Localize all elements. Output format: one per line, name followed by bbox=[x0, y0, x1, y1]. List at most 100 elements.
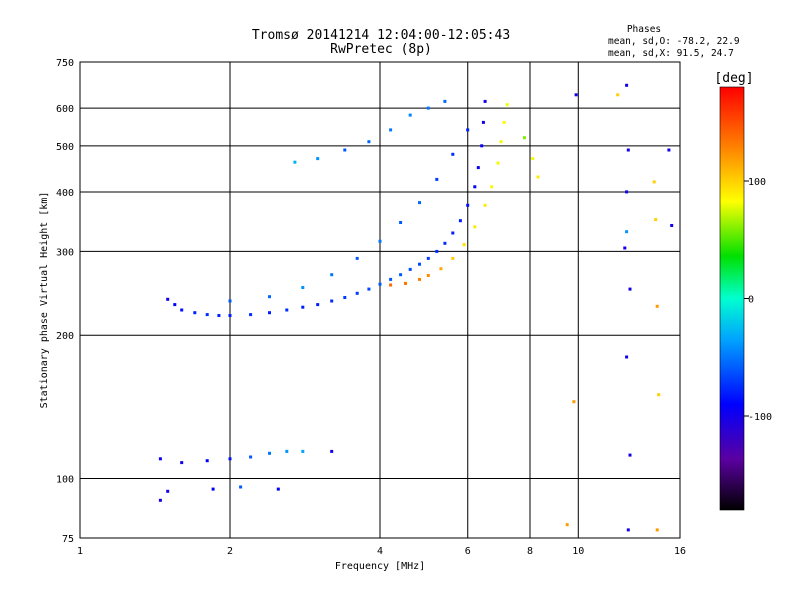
data-point bbox=[483, 99, 487, 103]
colorbar-label: [deg] bbox=[714, 71, 753, 86]
data-point bbox=[473, 185, 477, 189]
data-point bbox=[426, 106, 430, 110]
colorbar-ticks: 100 0 -100 bbox=[744, 177, 772, 423]
data-point bbox=[343, 296, 347, 299]
data-point bbox=[466, 203, 470, 207]
data-point bbox=[389, 277, 393, 281]
data-point bbox=[239, 485, 243, 489]
y-tick-label: 200 bbox=[56, 331, 74, 342]
data-point bbox=[625, 190, 629, 194]
data-point bbox=[276, 487, 280, 491]
x-axis: 1 2 4 6 8 10 16 bbox=[77, 546, 686, 557]
x-tick-label: 16 bbox=[674, 546, 686, 557]
data-point bbox=[531, 157, 535, 161]
data-point bbox=[355, 256, 359, 260]
data-point bbox=[496, 161, 500, 165]
data-point bbox=[451, 256, 455, 260]
data-point bbox=[426, 274, 430, 277]
y-tick-label: 750 bbox=[56, 58, 74, 69]
data-point bbox=[285, 308, 289, 312]
data-point bbox=[268, 451, 271, 455]
data-point bbox=[180, 461, 184, 465]
colorbar-tick-label: -100 bbox=[748, 412, 772, 423]
data-point bbox=[228, 299, 232, 303]
data-point bbox=[443, 99, 447, 103]
data-point bbox=[316, 303, 320, 307]
data-point bbox=[625, 83, 629, 87]
data-point bbox=[217, 314, 221, 317]
data-point bbox=[655, 304, 659, 308]
data-point bbox=[399, 273, 403, 277]
data-point bbox=[389, 128, 393, 132]
data-point bbox=[490, 185, 494, 189]
data-point bbox=[268, 311, 271, 315]
data-point bbox=[418, 262, 421, 266]
x-tick-label: 4 bbox=[377, 546, 383, 557]
x-tick-label: 10 bbox=[572, 546, 584, 557]
data-point bbox=[301, 449, 305, 453]
data-point bbox=[367, 140, 371, 144]
phase-stats-x: mean, sd,X: 91.5, 24.7 bbox=[608, 48, 734, 59]
data-point bbox=[166, 297, 170, 301]
data-points bbox=[158, 83, 674, 532]
y-axis: 75 100 200 300 400 500 600 750 bbox=[56, 58, 74, 545]
data-point bbox=[483, 203, 487, 207]
data-point bbox=[505, 103, 509, 107]
y-axis-label: Stationary phase Virtual Height [km] bbox=[39, 192, 50, 409]
data-point bbox=[301, 286, 305, 289]
data-point bbox=[451, 231, 455, 235]
data-point bbox=[625, 230, 629, 234]
data-point bbox=[670, 224, 674, 227]
data-point bbox=[481, 120, 485, 124]
chart-subtitle: RwPretec (8p) bbox=[330, 42, 432, 57]
data-point bbox=[626, 148, 630, 152]
data-point bbox=[367, 287, 371, 291]
data-point bbox=[418, 201, 421, 205]
data-point bbox=[426, 256, 430, 260]
data-point bbox=[228, 457, 232, 461]
y-tick-label: 400 bbox=[56, 188, 74, 199]
data-point bbox=[173, 303, 177, 307]
data-point bbox=[249, 313, 253, 317]
data-point bbox=[355, 291, 359, 295]
x-axis-label: Frequency [MHz] bbox=[335, 561, 425, 572]
data-point bbox=[435, 177, 439, 181]
data-point bbox=[205, 459, 209, 463]
data-point bbox=[330, 299, 334, 303]
data-point bbox=[268, 295, 271, 299]
data-point bbox=[523, 136, 526, 140]
data-point bbox=[180, 308, 184, 312]
chart-title: Tromsø 20141214 12:04:00-12:05:43 bbox=[252, 28, 510, 43]
data-point bbox=[330, 273, 334, 277]
x-tick-label: 1 bbox=[77, 546, 83, 557]
data-point bbox=[623, 246, 627, 250]
data-point bbox=[399, 221, 403, 224]
data-point bbox=[408, 113, 412, 117]
data-point bbox=[626, 528, 630, 532]
data-point bbox=[439, 267, 443, 271]
y-tick-label: 100 bbox=[56, 475, 74, 486]
data-point bbox=[435, 249, 439, 253]
y-tick-label: 500 bbox=[56, 142, 74, 153]
data-point bbox=[652, 180, 656, 184]
data-point bbox=[462, 243, 466, 247]
data-point bbox=[628, 453, 632, 457]
data-point bbox=[476, 166, 480, 170]
data-point bbox=[285, 449, 289, 453]
data-point bbox=[316, 157, 320, 161]
phase-stats-o: mean, sd,O: -78.2, 22.9 bbox=[608, 36, 740, 47]
data-point bbox=[628, 287, 632, 291]
x-tick-label: 6 bbox=[465, 546, 471, 557]
data-point bbox=[330, 449, 334, 453]
data-point bbox=[536, 175, 540, 179]
y-tick-label: 300 bbox=[56, 247, 74, 258]
data-point bbox=[654, 218, 658, 222]
x-tick-label: 2 bbox=[227, 546, 233, 557]
data-point bbox=[158, 457, 162, 461]
data-point bbox=[293, 160, 297, 164]
data-point bbox=[228, 314, 232, 317]
data-point bbox=[625, 355, 629, 359]
data-point bbox=[205, 313, 209, 317]
data-point bbox=[166, 489, 170, 493]
